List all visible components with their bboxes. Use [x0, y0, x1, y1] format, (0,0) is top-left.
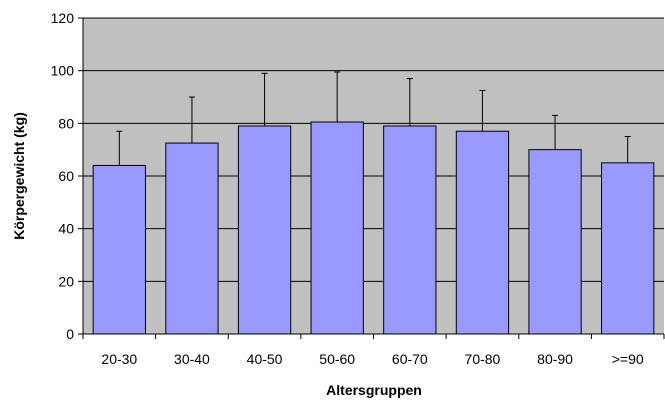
y-tick-label: 40 — [58, 221, 74, 237]
y-axis-title: Körpergewicht (kg) — [11, 112, 27, 240]
bar — [455, 130, 510, 335]
error-bars — [116, 71, 631, 166]
y-tick-label: 120 — [51, 10, 75, 26]
x-tick-label: 20-30 — [101, 351, 137, 367]
bar — [528, 149, 582, 335]
x-tick-label: 30-40 — [174, 351, 210, 367]
bars — [92, 121, 655, 335]
y-tick-label: 60 — [58, 168, 74, 184]
x-tick-label: 70-80 — [465, 351, 501, 367]
bar — [92, 164, 146, 335]
bar — [310, 121, 364, 335]
y-tick-label: 0 — [66, 326, 74, 342]
x-tick-label: 60-70 — [392, 351, 428, 367]
x-tick-label: 40-50 — [247, 351, 283, 367]
y-tick-label: 100 — [51, 63, 75, 79]
x-tick-label: 80-90 — [537, 351, 573, 367]
bar — [165, 142, 219, 335]
bar — [601, 162, 655, 335]
axes — [78, 17, 665, 339]
y-tick-label: 20 — [58, 273, 74, 289]
x-tick-label: >=90 — [612, 351, 644, 367]
y-tick-label: 80 — [58, 115, 74, 131]
bar — [383, 125, 437, 335]
x-axis-title: Altersgruppen — [326, 382, 422, 398]
bar — [237, 125, 292, 335]
tick-labels: 0 20 40 60 80 100 120 20-30 30-40 40-50 50-60 60-70… — [51, 10, 644, 367]
x-tick-label: 50-60 — [319, 351, 355, 367]
